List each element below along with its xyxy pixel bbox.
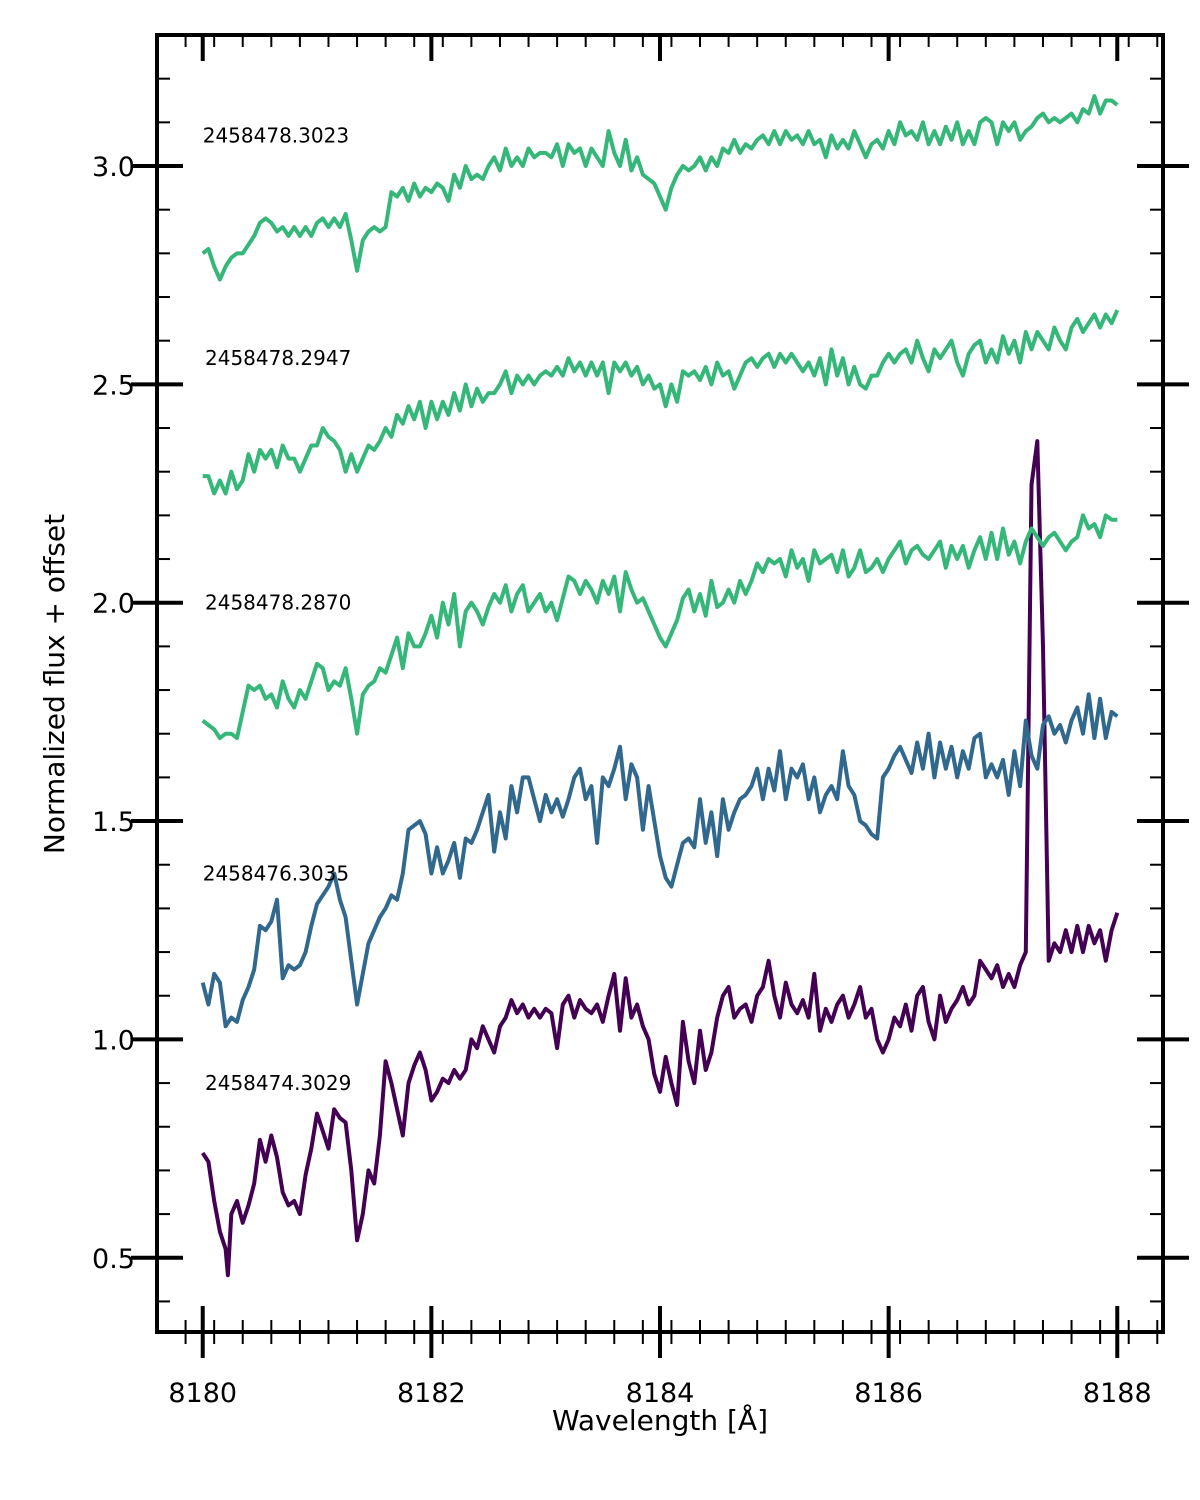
y-tick-label: 3.0 xyxy=(92,152,135,183)
y-axis-title: Normalized flux + offset xyxy=(38,514,71,854)
y-tick-label: 2.5 xyxy=(92,370,135,401)
plot-frame xyxy=(155,33,1165,1334)
series-line-4 xyxy=(202,309,1120,496)
labels-layer: 2458474.3029 2458476.3035 2458478.2870 2458… xyxy=(92,123,1152,1409)
series-label-5: 2458478.3023 xyxy=(203,123,349,147)
y-tick-label: 0.5 xyxy=(92,1244,135,1275)
x-tick-label: 8186 xyxy=(854,1378,923,1409)
series-line-5 xyxy=(201,94,1119,282)
series-label-1: 2458474.3029 xyxy=(205,1071,351,1095)
x-tick-label: 8182 xyxy=(397,1378,466,1409)
series-label-2: 2458476.3035 xyxy=(203,861,349,885)
series-line-3 xyxy=(201,513,1118,741)
y-tick-label: 1.0 xyxy=(92,1025,135,1056)
y-tick-label: 2.0 xyxy=(92,589,135,620)
x-axis-title: Wavelength [Å] xyxy=(552,1403,768,1437)
y-tick-label: 1.5 xyxy=(92,807,135,838)
series-layer xyxy=(200,94,1120,1278)
series-line-2 xyxy=(200,692,1119,1029)
series-line-1 xyxy=(201,439,1120,1278)
x-tick-label: 8188 xyxy=(1083,1378,1152,1409)
x-tick-label: 8180 xyxy=(168,1378,237,1409)
series-label-4: 2458478.2947 xyxy=(205,346,351,370)
series-label-3: 2458478.2870 xyxy=(205,591,351,615)
x-tick-label: 8184 xyxy=(626,1378,695,1409)
